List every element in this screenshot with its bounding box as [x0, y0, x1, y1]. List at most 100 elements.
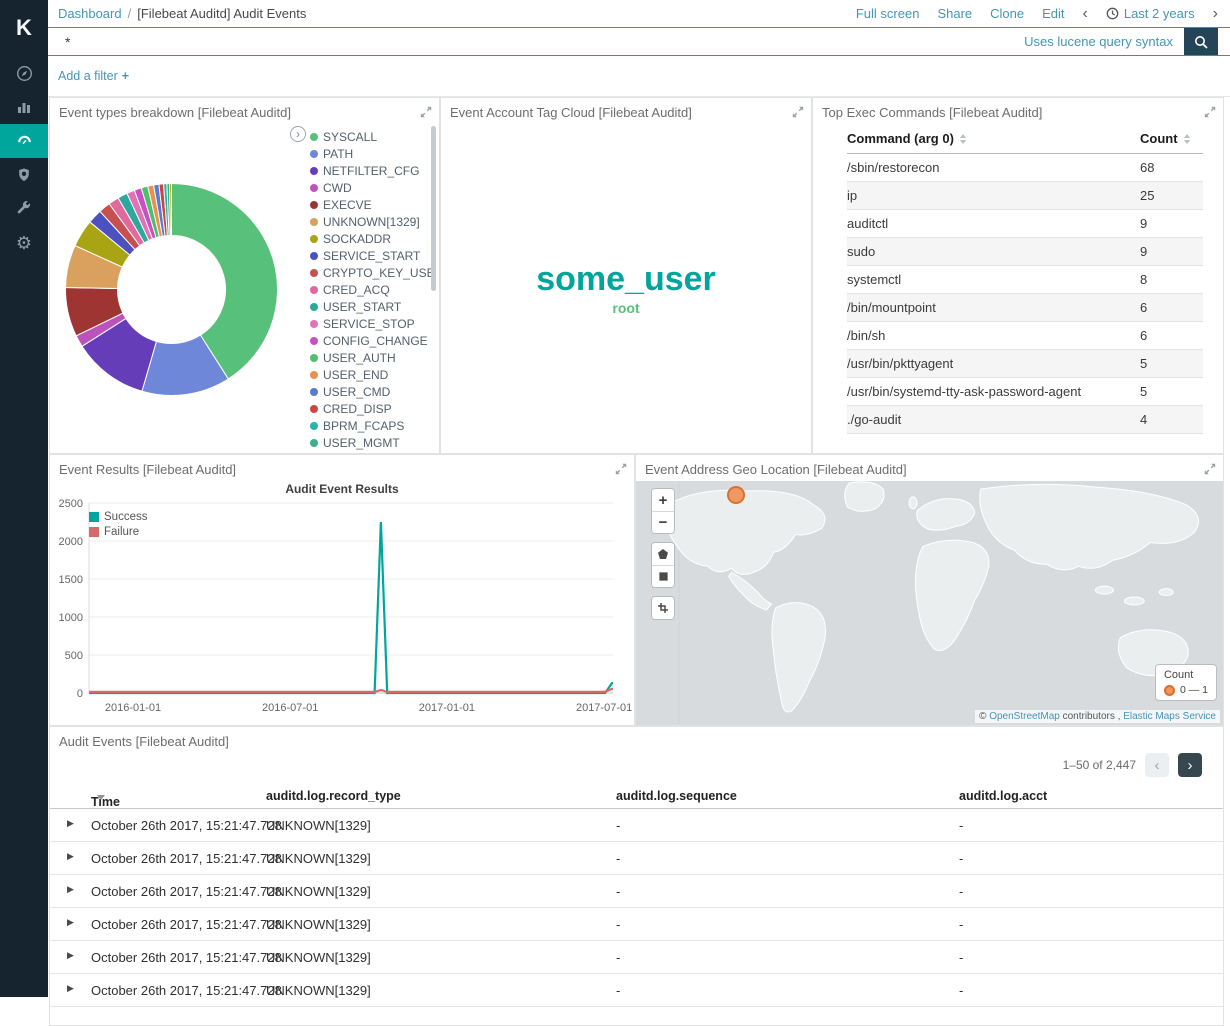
expand-row-button[interactable]: ▶: [67, 851, 74, 861]
legend-item[interactable]: SERVICE_START: [290, 247, 431, 264]
geo-map[interactable]: + −: [636, 481, 1223, 725]
table-row: ▶ October 26th 2017, 15:21:47.728 UNKNOWN[…: [50, 842, 1223, 875]
donut-slice[interactable]: [168, 182, 172, 237]
count-cell: 68: [1140, 160, 1155, 175]
legend-item[interactable]: SERVICE_STOP: [290, 315, 431, 332]
legend-item[interactable]: SOCKADDR: [290, 230, 431, 247]
time-cell: October 26th 2017, 15:21:47.728: [91, 851, 282, 866]
legend-item[interactable]: EXECVE: [290, 196, 431, 213]
expand-panel-icon[interactable]: [792, 105, 804, 118]
table-row: /usr/bin/pkttyagent 5: [847, 350, 1203, 378]
time-picker[interactable]: Last 2 years: [1106, 6, 1195, 21]
breadcrumb-dashboard-link[interactable]: Dashboard: [58, 6, 122, 21]
table-row: /sbin/restorecon 68: [847, 154, 1203, 182]
legend-item[interactable]: BPRM_FCAPS: [290, 417, 431, 434]
wrench-icon: [17, 201, 31, 214]
breadcrumb: Dashboard / [Filebeat Auditd] Audit Even…: [58, 6, 306, 21]
legend-item[interactable]: USER_END: [290, 366, 431, 383]
legend-color-dot: [310, 438, 318, 447]
legend-color-dot: [310, 217, 318, 226]
legend-item[interactable]: CRYPTO_KEY_USER: [290, 264, 431, 281]
column-header-command[interactable]: Command (arg 0): [847, 131, 1140, 146]
legend-color-dot: [310, 370, 318, 379]
geo-point-marker[interactable]: [727, 486, 745, 504]
breadcrumb-current: [Filebeat Auditd] Audit Events: [137, 6, 307, 21]
legend-item[interactable]: CRED_ACQ: [290, 281, 431, 298]
sidebar-item-dashboard[interactable]: [0, 124, 48, 158]
time-cell: October 26th 2017, 15:21:47.728: [91, 983, 282, 998]
add-filter-button[interactable]: Add a filter +: [58, 69, 129, 83]
previous-page-button[interactable]: ‹: [1145, 753, 1169, 777]
expand-panel-icon[interactable]: [615, 462, 627, 475]
expand-panel-icon[interactable]: [1204, 462, 1216, 475]
legend-item[interactable]: Failure: [89, 524, 147, 539]
sequence-cell: -: [616, 884, 621, 899]
legend-scrollbar[interactable]: [431, 126, 436, 291]
legend-collapse-button[interactable]: ›: [290, 126, 306, 142]
legend-item[interactable]: PATH: [290, 145, 431, 162]
expand-row-button[interactable]: ▶: [67, 983, 74, 993]
sidebar-item-discover[interactable]: [0, 56, 48, 90]
sidebar-item-dev-tools[interactable]: [0, 192, 48, 226]
zoom-out-button[interactable]: −: [652, 511, 674, 533]
donut-slice[interactable]: [171, 182, 278, 380]
draw-polygon-button[interactable]: [652, 543, 674, 565]
legend-item[interactable]: UNKNOWN[1329]: [290, 213, 431, 230]
pagination-range: 1–50 of 2,447: [1062, 758, 1136, 772]
expand-panel-icon[interactable]: [420, 105, 432, 118]
clone-button[interactable]: Clone: [990, 6, 1025, 21]
crop-icon-button[interactable]: [652, 597, 674, 619]
elastic-maps-service-link[interactable]: Elastic Maps Service: [1123, 711, 1216, 722]
next-page-button[interactable]: ›: [1178, 753, 1202, 777]
legend-color-dot: [310, 251, 318, 260]
expand-row-button[interactable]: ▶: [67, 950, 74, 960]
openstreetmap-link[interactable]: OpenStreetMap: [989, 711, 1060, 722]
legend-item[interactable]: NETFILTER_CFG: [290, 162, 431, 179]
legend-item[interactable]: USER_CMD: [290, 383, 431, 400]
legend-item[interactable]: USER_MGMT: [290, 434, 431, 451]
tag-cloud-term[interactable]: root: [612, 299, 640, 316]
tag-cloud-term[interactable]: some_user: [536, 259, 716, 298]
sidebar-item-management[interactable]: ⚙: [0, 226, 48, 260]
column-header-record-type[interactable]: auditd.log.record_type: [266, 789, 401, 803]
legend-label: Failure: [104, 525, 140, 538]
panel-geo-location: Event Address Geo Location [Filebeat Aud…: [635, 454, 1224, 726]
breadcrumb-separator: /: [127, 6, 132, 21]
column-header-acct[interactable]: auditd.log.acct: [959, 789, 1048, 803]
timeseries-chart: 0 500 1000 1500 2000 2500 2016-01-01 2016-07-01…: [59, 498, 633, 714]
sidebar-item-visualize[interactable]: [0, 90, 48, 124]
legend-color-dot: [310, 268, 318, 277]
column-header-sequence[interactable]: auditd.log.sequence: [616, 789, 737, 803]
zoom-in-button[interactable]: +: [652, 489, 674, 511]
legend-item[interactable]: USER_START: [290, 298, 431, 315]
search-input[interactable]: * Uses lucene query syntax: [48, 28, 1184, 55]
search-submit-button[interactable]: [1184, 28, 1218, 55]
legend-item[interactable]: USER_AUTH: [290, 349, 431, 366]
table-row: ▶ October 26th 2017, 15:21:47.728 UNKNOWN[…: [50, 941, 1223, 974]
expand-row-button[interactable]: ▶: [67, 884, 74, 894]
time-step-back-button[interactable]: ‹: [1082, 4, 1088, 22]
table-row: /bin/sh 6: [847, 322, 1203, 350]
legend-label: CRED_DISP: [323, 401, 392, 416]
legend-item[interactable]: SYSCALL: [290, 128, 431, 145]
column-header-count[interactable]: Count: [1140, 131, 1203, 146]
command-cell: /bin/mountpoint: [847, 300, 936, 315]
legend-item[interactable]: CWD: [290, 179, 431, 196]
table-row: /usr/bin/systemd-tty-ask-password-agent 5: [847, 378, 1203, 406]
edit-button[interactable]: Edit: [1042, 6, 1065, 21]
kibana-logo[interactable]: K: [16, 15, 32, 40]
rectangle-icon: [658, 572, 668, 581]
expand-panel-icon[interactable]: [1204, 105, 1216, 118]
legend-item[interactable]: Success: [89, 509, 147, 524]
legend-item[interactable]: CRED_DISP: [290, 400, 431, 417]
full-screen-button[interactable]: Full screen: [855, 6, 920, 21]
sidebar-item-timelion[interactable]: [0, 158, 48, 192]
draw-rectangle-button[interactable]: [652, 565, 674, 587]
time-step-forward-button[interactable]: ›: [1212, 4, 1218, 22]
expand-row-button[interactable]: ▶: [67, 818, 74, 828]
expand-row-button[interactable]: ▶: [67, 917, 74, 927]
share-button[interactable]: Share: [937, 6, 973, 21]
legend-item[interactable]: CONFIG_CHANGE: [290, 332, 431, 349]
lucene-syntax-link[interactable]: Uses lucene query syntax: [1024, 34, 1173, 49]
clock-icon: [1106, 7, 1119, 20]
